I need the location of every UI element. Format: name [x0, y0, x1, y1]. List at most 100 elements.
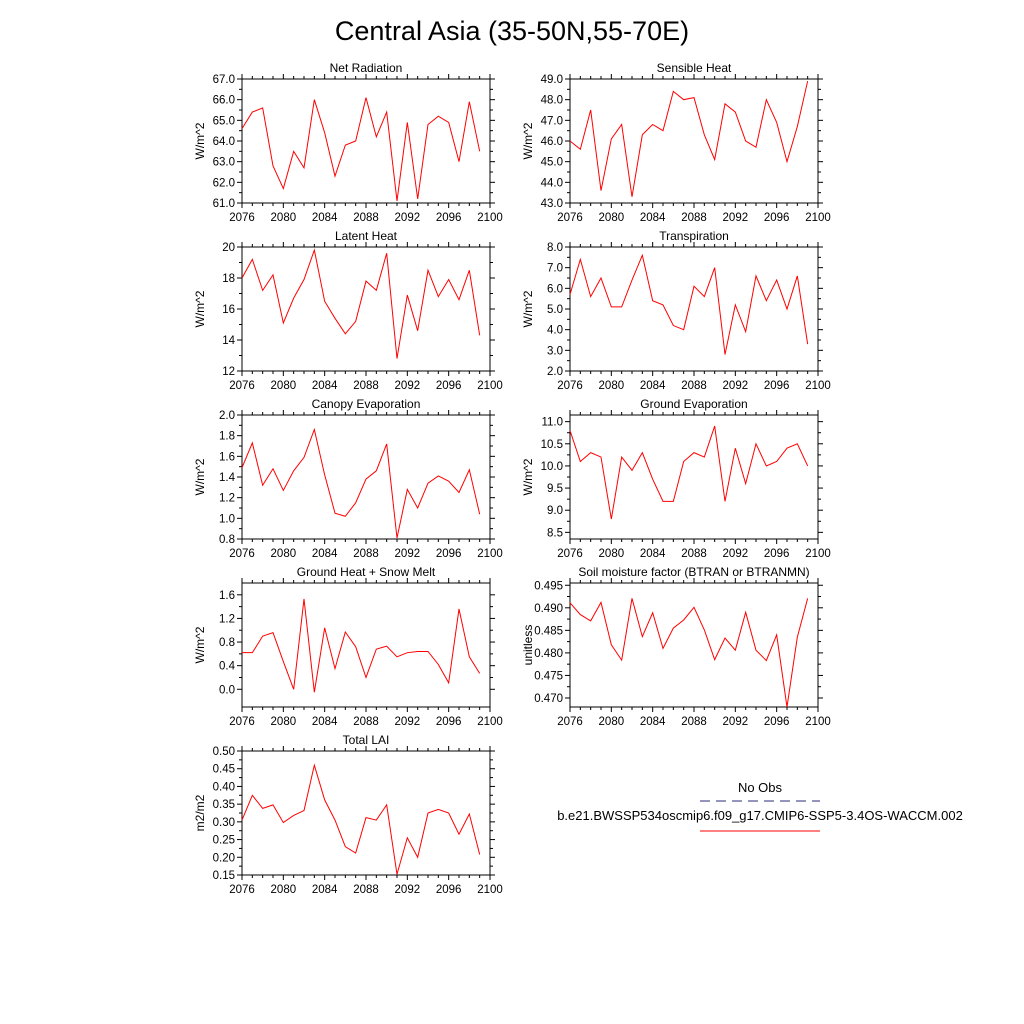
y-tick-label: 1.2 [219, 493, 235, 505]
x-tick-label: 2076 [557, 548, 583, 560]
y-tick-label: 3.0 [547, 345, 563, 357]
x-tick-label: 2092 [723, 716, 749, 728]
y-axis-label: W/m^2 [521, 122, 535, 159]
panel-title: Soil moisture factor (BTRAN or BTRANMN) [578, 565, 809, 579]
y-axis-label: W/m^2 [521, 290, 535, 327]
x-tick-label: 2080 [599, 212, 625, 224]
plot-frame [569, 582, 819, 708]
x-tick-label: 2092 [723, 548, 749, 560]
x-tick-label: 2100 [477, 884, 503, 896]
y-tick-label: 0.8 [219, 534, 235, 546]
y-tick-label: 14 [222, 335, 235, 347]
y-tick-label: 65.0 [213, 115, 235, 127]
y-tick-label: 2.0 [219, 410, 235, 422]
panel-title: Total LAI [343, 733, 390, 747]
x-tick-label: 2092 [395, 548, 421, 560]
x-tick-label: 2096 [764, 380, 790, 392]
y-tick-label: 0.35 [213, 799, 235, 811]
y-tick-label: 66.0 [213, 95, 235, 107]
x-tick-label: 2088 [353, 212, 379, 224]
y-tick-label: 43.0 [541, 198, 563, 210]
x-tick-label: 2080 [599, 548, 625, 560]
y-tick-label: 1.2 [219, 613, 235, 625]
panel-1: Sensible Heat 43.0 44.0 45.0 46.0 47.0 48.0 49.… [521, 61, 831, 224]
legend-label-obs: No Obs [738, 780, 783, 795]
y-tick-label: 8.5 [547, 527, 563, 539]
y-tick-label: 49.0 [541, 74, 563, 86]
x-tick-label: 2100 [805, 548, 831, 560]
y-axis-label: W/m^2 [521, 458, 535, 495]
x-tick-label: 2084 [312, 716, 338, 728]
y-tick-label: 0.30 [213, 817, 235, 829]
plot-frame [241, 246, 491, 372]
panel-6: Ground Heat + Snow Melt 0.0 0.4 0.8 1.2 1.6 20… [193, 565, 503, 728]
series-line [569, 598, 809, 708]
y-tick-label: 11.0 [541, 417, 563, 429]
x-tick-label: 2084 [640, 212, 666, 224]
y-tick-label: 20 [222, 242, 235, 254]
x-tick-label: 2080 [271, 884, 297, 896]
y-axis-label: W/m^2 [193, 122, 207, 159]
x-tick-label: 2092 [395, 212, 421, 224]
series-line [569, 80, 809, 197]
x-tick-label: 2080 [271, 716, 297, 728]
y-tick-label: 48.0 [541, 95, 563, 107]
panel-5: Ground Evaporation 8.5 9.0 9.5 10.0 10.5 11.0 2… [521, 397, 831, 560]
x-tick-label: 2092 [723, 380, 749, 392]
panel-title: Ground Heat + Snow Melt [297, 565, 436, 579]
x-tick-label: 2100 [477, 716, 503, 728]
series-line [241, 248, 481, 359]
x-tick-label: 2088 [353, 884, 379, 896]
series-line [569, 425, 809, 520]
series-line [241, 97, 481, 201]
panel-title: Canopy Evaporation [312, 397, 421, 411]
y-axis-label: W/m^2 [193, 458, 207, 495]
x-tick-label: 2100 [805, 716, 831, 728]
y-tick-label: 63.0 [213, 157, 235, 169]
x-tick-label: 2084 [312, 380, 338, 392]
y-tick-label: 1.6 [219, 590, 235, 602]
y-tick-label: 0.475 [534, 670, 563, 682]
y-tick-label: 0.45 [213, 764, 235, 776]
x-tick-label: 2088 [353, 548, 379, 560]
x-tick-label: 2084 [640, 548, 666, 560]
x-tick-label: 2096 [764, 716, 790, 728]
y-tick-label: 1.0 [219, 513, 235, 525]
x-tick-label: 2100 [477, 548, 503, 560]
y-tick-label: 1.8 [219, 431, 235, 443]
x-tick-label: 2080 [599, 716, 625, 728]
panel-title: Ground Evaporation [640, 397, 747, 411]
plot-frame [569, 246, 819, 372]
y-tick-label: 61.0 [213, 198, 235, 210]
x-tick-label: 2084 [640, 380, 666, 392]
y-axis-label: W/m^2 [193, 290, 207, 327]
y-tick-label: 5.0 [547, 304, 563, 316]
y-tick-label: 10.0 [541, 461, 563, 473]
x-tick-label: 2088 [681, 548, 707, 560]
y-tick-label: 45.0 [541, 157, 563, 169]
y-tick-label: 0.0 [219, 684, 235, 696]
y-tick-label: 8.0 [547, 242, 563, 254]
x-tick-label: 2096 [764, 548, 790, 560]
x-tick-label: 2096 [436, 212, 462, 224]
y-tick-label: 64.0 [213, 136, 235, 148]
y-tick-label: 1.4 [219, 472, 236, 484]
plot-frame [241, 582, 491, 708]
x-tick-label: 2080 [271, 212, 297, 224]
y-tick-label: 67.0 [213, 74, 235, 86]
x-tick-label: 2076 [557, 212, 583, 224]
x-tick-label: 2092 [395, 716, 421, 728]
y-tick-label: 1.6 [219, 451, 235, 463]
x-tick-label: 2092 [395, 884, 421, 896]
y-tick-label: 7.0 [547, 263, 563, 275]
panel-4: Canopy Evaporation 0.8 1.0 1.2 1.4 1.6 1.8 2.0 2… [193, 397, 503, 560]
y-tick-label: 0.50 [213, 746, 235, 758]
y-tick-label: 0.495 [534, 580, 563, 592]
y-tick-label: 0.40 [213, 781, 235, 793]
x-tick-label: 2088 [681, 212, 707, 224]
panel-title: Latent Heat [335, 229, 398, 243]
x-tick-label: 2096 [436, 716, 462, 728]
y-tick-label: 0.470 [534, 693, 563, 705]
panel-title: Sensible Heat [657, 61, 732, 75]
